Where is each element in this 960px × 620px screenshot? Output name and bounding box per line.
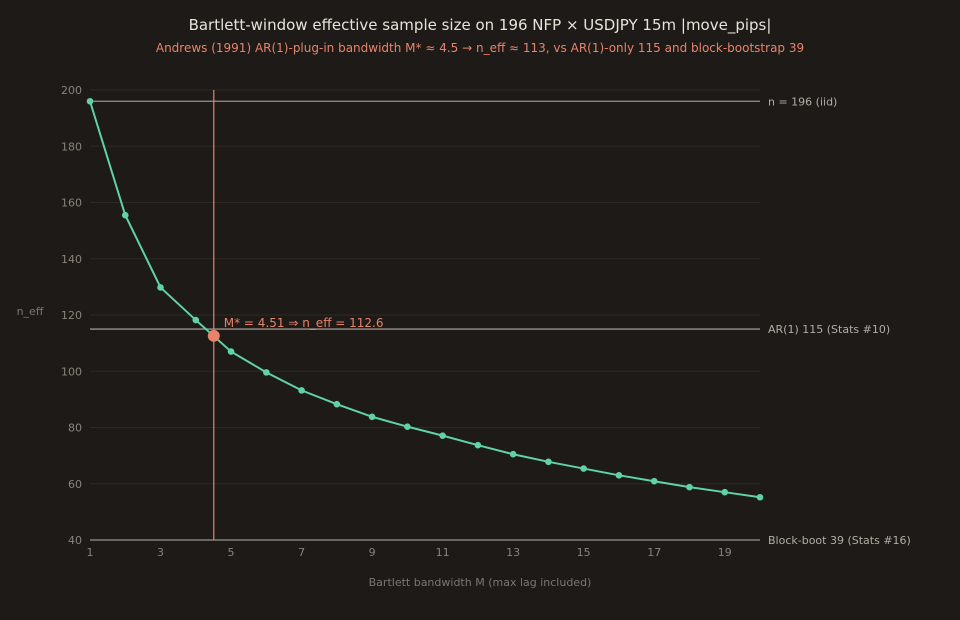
highlight-annotation: M* = 4.51 ⇒ n_eff = 112.6 [224,316,384,330]
y-tick-label-180: 180 [61,140,82,153]
y-tick-label-80: 80 [68,422,82,435]
data-point-m-17 [650,477,658,485]
reference-lines: n = 196 (iid) AR(1) 115 (Stats #10) Block-… [90,95,911,547]
x-axis-label: Bartlett bandwidth M (max lag included) [369,576,592,589]
chart-title: Bartlett-window effective sample size on… [189,16,772,35]
chart-subtitle: Andrews (1991) AR(1)-plug-in bandwidth M… [156,41,804,55]
optimal-bandwidth-point: M* = 4.51 ⇒ n_eff = 112.6 [207,316,384,342]
y-tick-label-120: 120 [61,309,82,322]
y-tick-label-140: 140 [61,253,82,266]
reference-label-0: n = 196 (iid) [768,95,837,108]
data-point-m-14 [545,458,552,466]
x-tick-label-5: 5 [228,546,235,559]
data-point-m-5 [227,348,235,355]
x-tick-label-19: 19 [718,546,732,559]
data-point-m-8 [333,400,341,408]
reference-label-1: AR(1) 115 (Stats #10) [768,323,890,336]
y-tick-label-160: 160 [61,197,82,210]
x-tick-label-3: 3 [157,546,164,559]
x-tick-label-9: 9 [369,546,376,559]
y-tick-label-60: 60 [68,478,82,491]
highlight-point [207,329,220,342]
y-axis-ticks: 40 60 80 100 120 140 160 180 200 [61,84,82,547]
data-point-m-1 [86,97,94,105]
data-point-m-9 [368,413,376,421]
x-tick-label-17: 17 [647,546,661,559]
data-point-m-18 [686,483,693,491]
data-point-m-20 [756,493,764,501]
series-n-eff [86,97,764,501]
x-tick-label-1: 1 [87,546,94,559]
y-axis-label: n_eff [17,305,44,318]
data-point-m-3 [157,284,164,291]
reference-label-2: Block-boot 39 (Stats #16) [768,534,911,547]
y-tick-label-100: 100 [61,365,82,378]
x-tick-label-15: 15 [577,546,591,559]
data-point-m-2 [121,211,129,219]
series-line [89,100,761,499]
x-tick-label-7: 7 [298,546,305,559]
data-point-m-16 [615,472,623,479]
data-point-m-4 [192,316,200,324]
data-point-m-19 [721,488,729,496]
y-tick-label-40: 40 [68,534,82,547]
x-tick-label-11: 11 [436,546,450,559]
data-point-m-13 [509,450,517,458]
data-point-m-12 [474,441,482,449]
x-tick-label-13: 13 [506,546,520,559]
data-point-m-6 [263,369,270,376]
data-point-m-15 [580,465,587,472]
data-point-m-10 [404,423,411,430]
data-point-m-7 [298,387,305,394]
x-axis-ticks: 1 3 5 7 9 11 13 15 17 19 [87,546,732,559]
grid-lines [90,89,760,541]
data-point-m-11 [439,432,446,439]
y-tick-label-200: 200 [61,84,82,97]
